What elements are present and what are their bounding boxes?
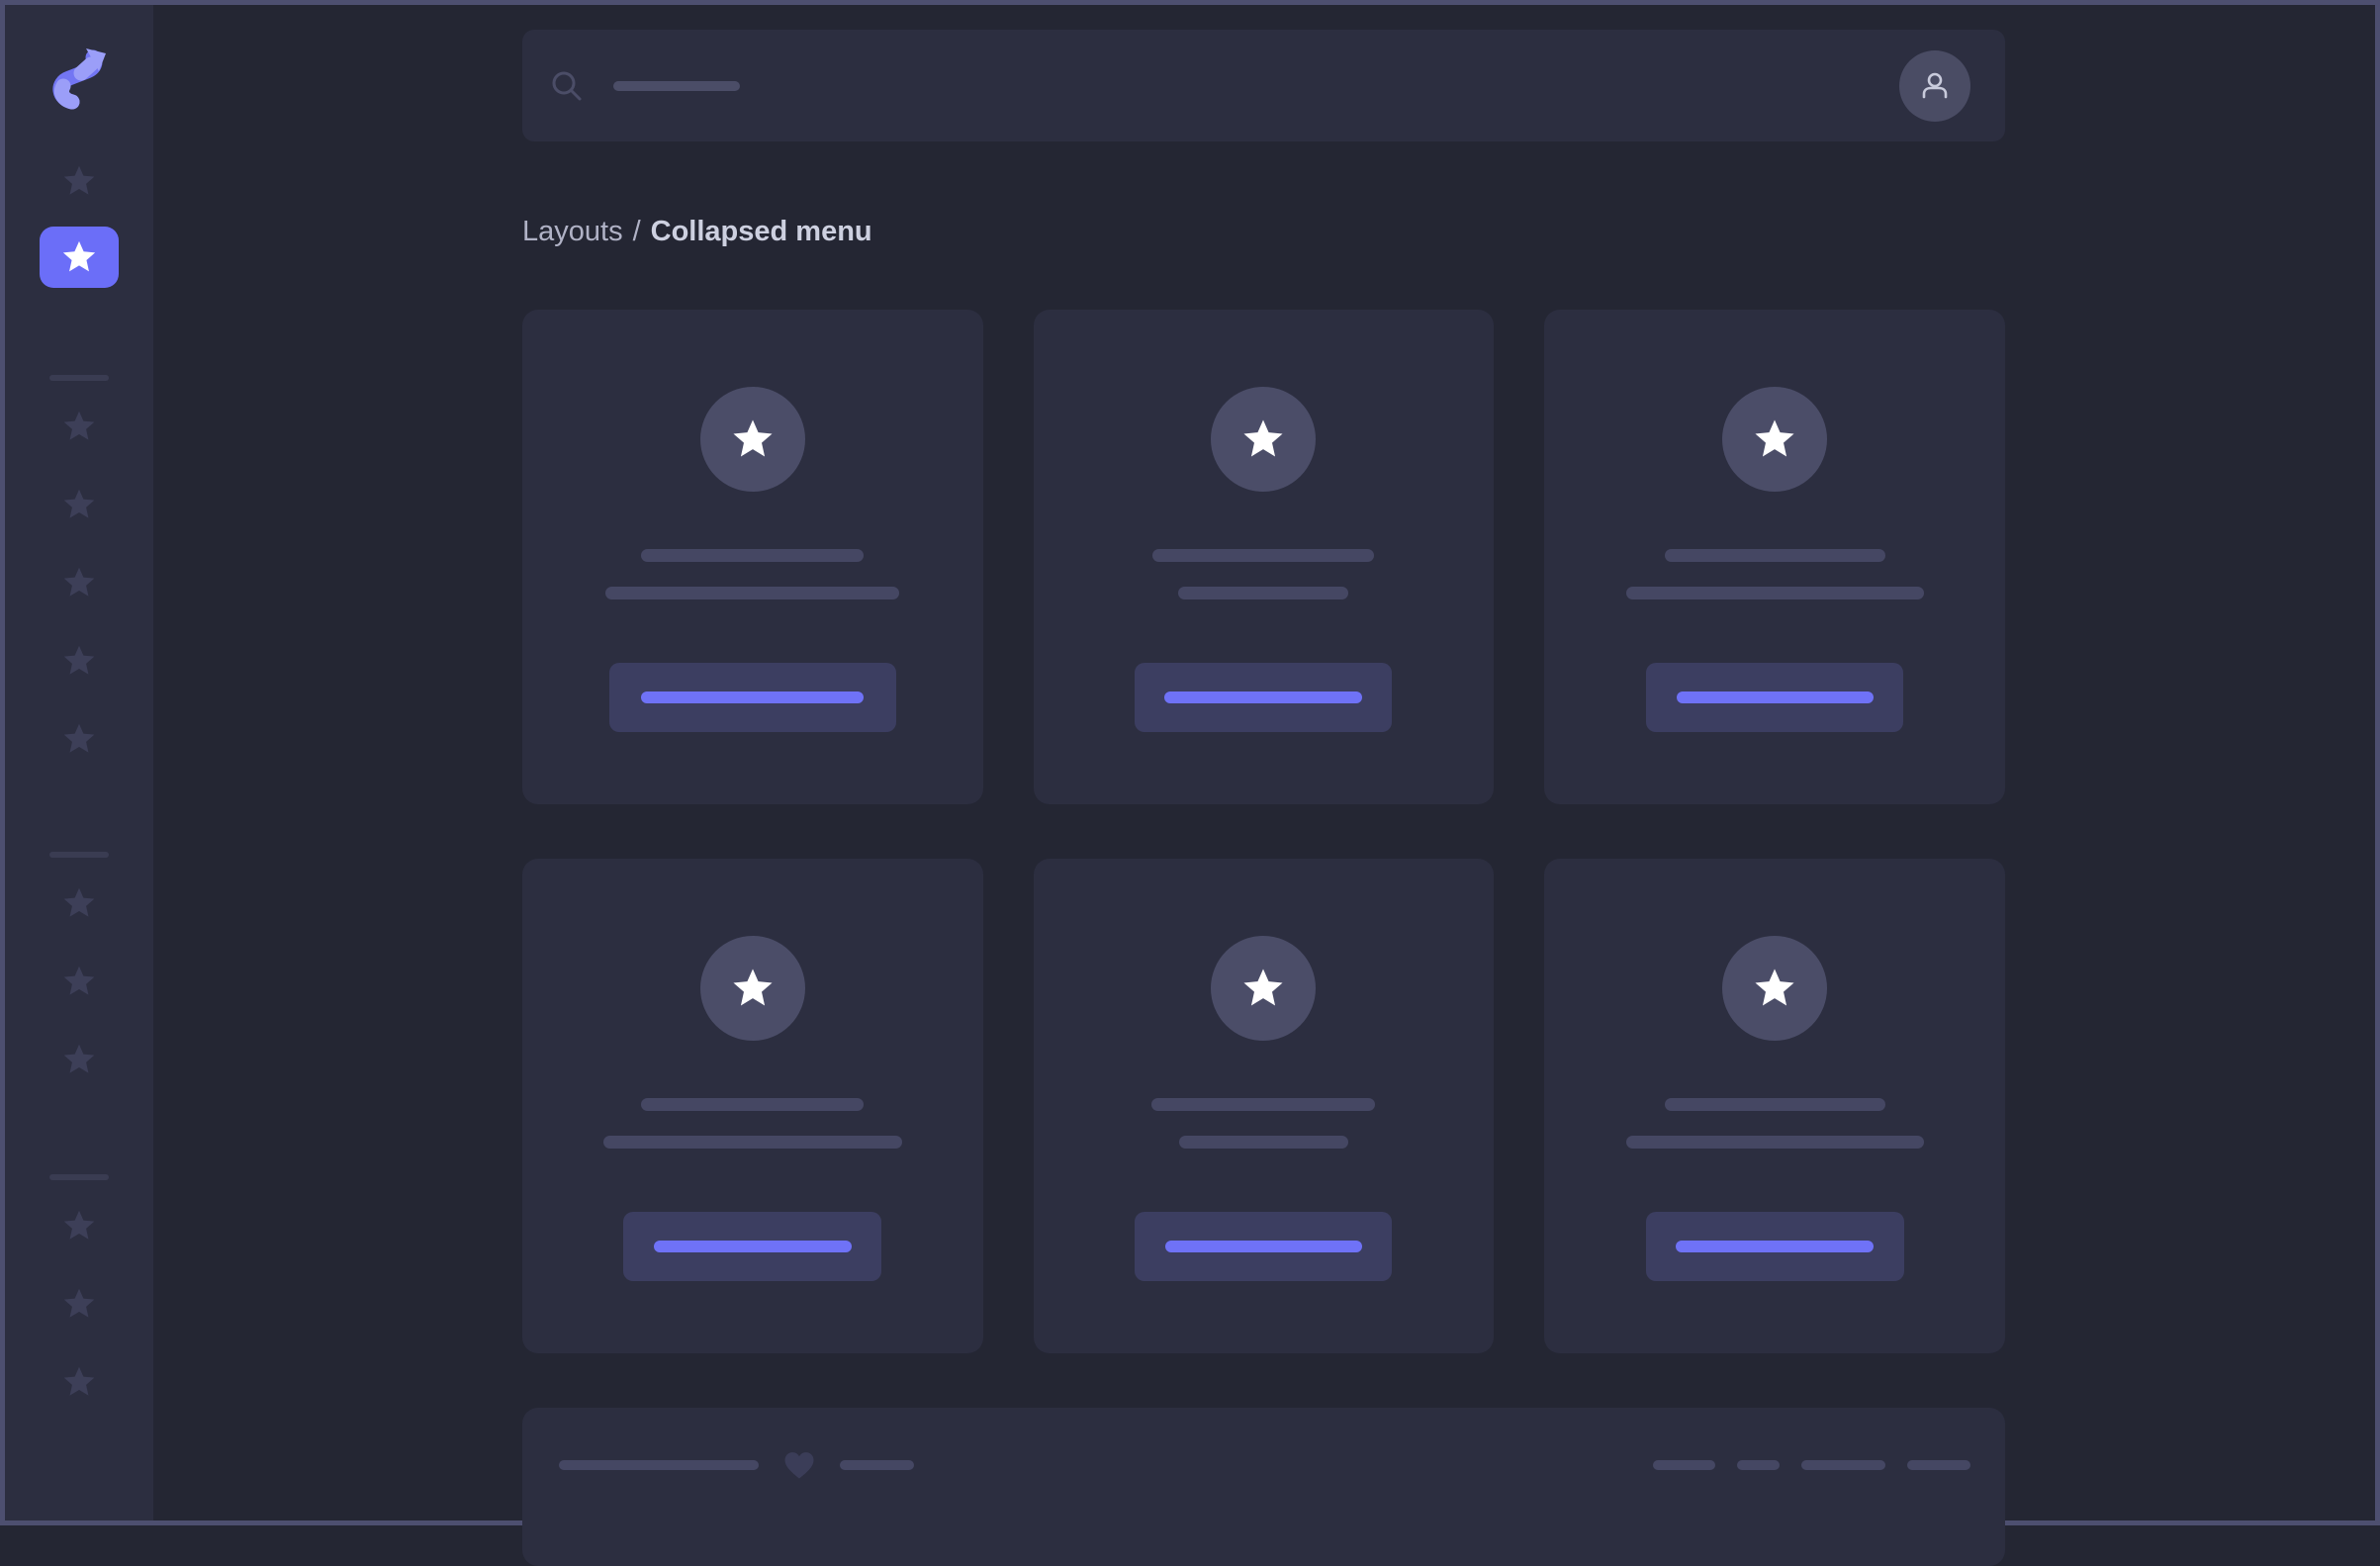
sidebar-item[interactable]	[59, 962, 99, 1001]
star-icon	[730, 416, 776, 462]
card-action-button[interactable]	[1135, 662, 1393, 732]
card-avatar-circle	[699, 386, 805, 492]
account-button[interactable]	[1899, 49, 1970, 122]
card	[1544, 309, 2005, 804]
star-icon	[61, 565, 97, 600]
card-title-line	[1664, 548, 1885, 562]
sidebar-item[interactable]	[59, 1206, 99, 1245]
card-subtitle-line	[1178, 586, 1349, 599]
card-avatar-circle	[1211, 386, 1317, 492]
sidebar-divider	[49, 1174, 109, 1180]
card-grid	[522, 309, 2005, 1353]
sidebar-item[interactable]	[59, 883, 99, 923]
card-action-button[interactable]	[1645, 1211, 1904, 1281]
card-subtitle-line	[1625, 1135, 1924, 1149]
sidebar-group	[59, 883, 99, 1079]
footer-dash	[1907, 1459, 1970, 1470]
star-icon	[60, 238, 98, 276]
footer-bar	[522, 1407, 2005, 1566]
star-icon	[61, 1208, 97, 1244]
card-action-button[interactable]	[1646, 662, 1904, 732]
card-subtitle-line	[1625, 586, 1924, 599]
sidebar-item[interactable]	[59, 1284, 99, 1324]
button-label-line	[641, 691, 865, 703]
footer-right-group	[1653, 1448, 1970, 1482]
button-label-line	[1164, 691, 1363, 703]
footer-left-group	[559, 1448, 914, 1482]
card	[522, 309, 983, 804]
card-subtitle-line	[605, 586, 900, 599]
breadcrumb-link-layouts[interactable]: Layouts	[522, 216, 623, 247]
star-icon	[1752, 416, 1797, 462]
app-logo-icon[interactable]	[50, 46, 108, 110]
sidebar-item[interactable]	[59, 1362, 99, 1402]
card-subtitle-line	[1178, 1135, 1348, 1149]
card-subtitle-line	[602, 1135, 902, 1149]
star-icon	[61, 1042, 97, 1077]
footer-text-line	[840, 1459, 914, 1470]
button-label-line	[1676, 1240, 1875, 1252]
sidebar-item[interactable]	[59, 563, 99, 602]
sidebar-item[interactable]	[59, 1040, 99, 1079]
card-title-line	[641, 1097, 865, 1111]
breadcrumb-separator: /	[632, 216, 641, 247]
button-label-line	[653, 1240, 852, 1252]
button-label-line	[1164, 1240, 1362, 1252]
card	[1033, 309, 1495, 804]
footer-dash	[1653, 1459, 1715, 1470]
search-icon	[552, 71, 582, 100]
card-action-button[interactable]	[623, 1211, 882, 1281]
sidebar-divider	[49, 852, 109, 858]
star-icon	[730, 966, 776, 1011]
sidebar-item-active[interactable]	[40, 227, 119, 288]
card	[1033, 858, 1495, 1353]
card-avatar-circle	[1722, 935, 1828, 1041]
sidebar-item[interactable]	[59, 719, 99, 759]
search-placeholder-line	[613, 80, 740, 91]
footer-dash	[1801, 1459, 1885, 1470]
star-icon	[61, 885, 97, 921]
card-avatar-circle	[699, 935, 805, 1041]
card-title-line	[641, 548, 865, 562]
star-icon	[61, 163, 97, 199]
card-avatar-circle	[1211, 935, 1317, 1041]
sidebar-item[interactable]	[59, 407, 99, 446]
sidebar-group	[59, 1206, 99, 1402]
person-icon	[1922, 72, 1948, 98]
sidebar-divider	[49, 375, 109, 381]
star-icon	[1240, 416, 1286, 462]
button-label-line	[1676, 691, 1874, 703]
search-input[interactable]	[522, 30, 2005, 141]
main-content: Layouts / Collapsed menu	[153, 5, 2375, 1566]
footer-dash	[1737, 1459, 1780, 1470]
breadcrumb: Layouts / Collapsed menu	[522, 216, 2005, 248]
heart-icon[interactable]	[782, 1449, 816, 1480]
star-icon	[61, 1286, 97, 1322]
star-icon	[1240, 966, 1286, 1011]
star-icon	[61, 964, 97, 999]
card-avatar-circle	[1722, 386, 1828, 492]
star-icon	[1752, 966, 1797, 1011]
star-icon	[61, 487, 97, 522]
sidebar-item[interactable]	[59, 161, 99, 201]
star-icon	[61, 643, 97, 679]
sidebar-group	[59, 407, 99, 759]
star-icon	[61, 721, 97, 757]
sidebar-item[interactable]	[59, 485, 99, 524]
breadcrumb-current-page: Collapsed menu	[650, 216, 872, 247]
star-icon	[61, 1364, 97, 1400]
sidebar	[5, 5, 153, 1520]
card	[1544, 858, 2005, 1353]
card-title-line	[1664, 1097, 1885, 1111]
footer-text-line	[559, 1459, 759, 1470]
card-action-button[interactable]	[608, 662, 896, 732]
card	[522, 858, 983, 1353]
card-title-line	[1152, 548, 1375, 562]
star-icon	[61, 409, 97, 444]
card-action-button[interactable]	[1135, 1211, 1393, 1281]
card-title-line	[1151, 1097, 1376, 1111]
sidebar-item[interactable]	[59, 641, 99, 681]
